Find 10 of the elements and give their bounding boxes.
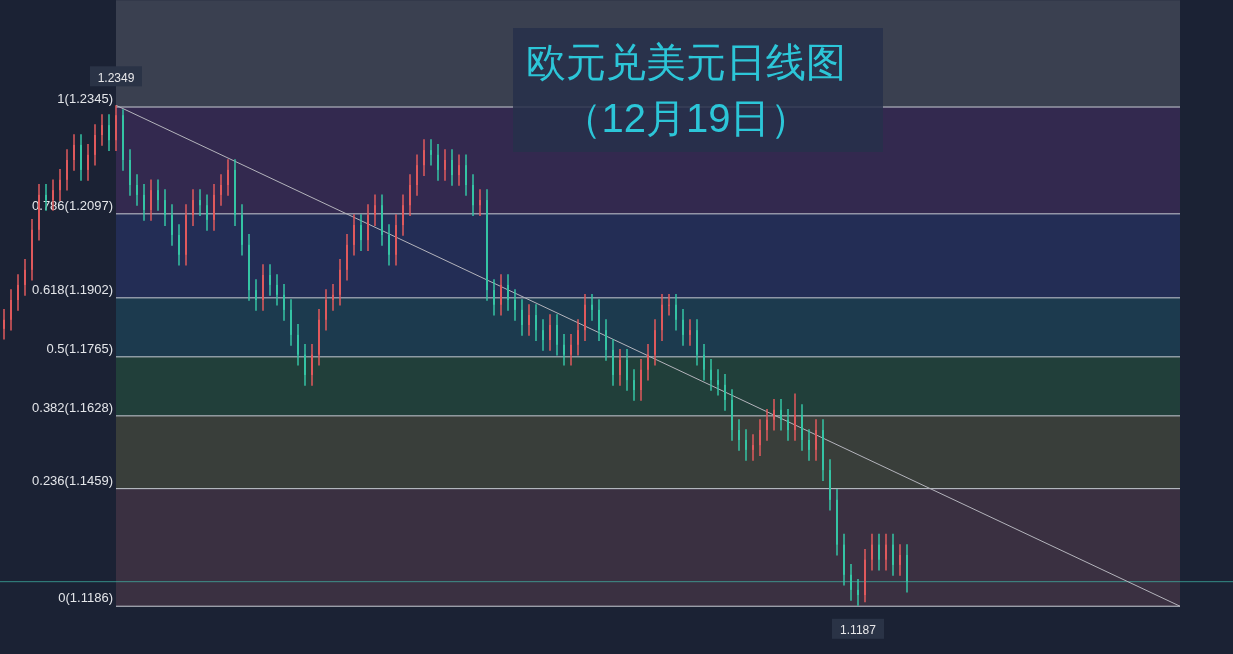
ref-line-label: 1(1.2345): [57, 91, 113, 107]
ref-line-label: 0.382(1.1628): [32, 399, 113, 415]
chart-title: 欧元兑美元日线图: [526, 40, 846, 84]
ref-line-label: 0.618(1.1902): [32, 281, 113, 297]
ref-line-label: 0.5(1.1765): [46, 340, 113, 356]
ref-line-label: 0.236(1.1459): [32, 472, 113, 488]
chart-subtitle: （12月19日）: [561, 96, 811, 140]
annotation: 1.1187: [840, 623, 877, 637]
ref-line-label: 0(1.1186): [58, 590, 113, 606]
annotation: 1.2349: [97, 70, 135, 85]
